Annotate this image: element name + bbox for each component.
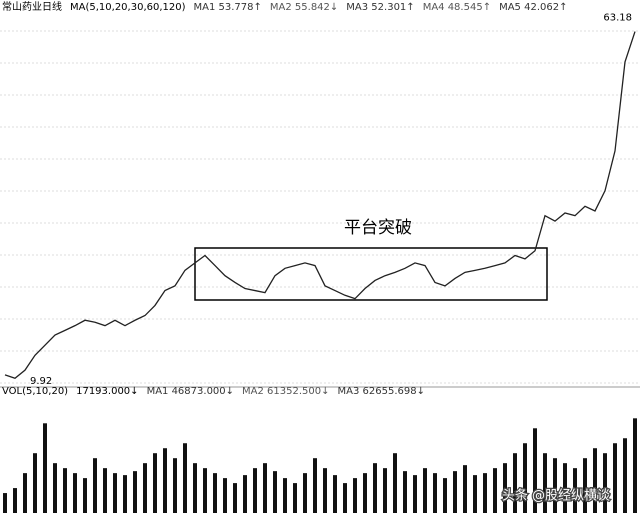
volume-bar (453, 471, 457, 513)
header-item: VOL(5,10,20) (2, 386, 68, 397)
volume-bar (173, 458, 177, 513)
volume-bar (213, 473, 217, 513)
volume-bar (503, 463, 507, 513)
header-item: MA4 48.545↑ (423, 2, 491, 13)
volume-bar (293, 483, 297, 513)
volume-bar (113, 473, 117, 513)
volume-bar (183, 443, 187, 513)
volume-bar (523, 443, 527, 513)
volume-bar (153, 453, 157, 513)
header-item: MA1 53.778↑ (194, 2, 262, 13)
header-item: MA5 42.062↑ (499, 2, 567, 13)
volume-bar (443, 478, 447, 513)
volume-bar (363, 473, 367, 513)
header-item: MA1 46873.000↓ (147, 386, 234, 397)
volume-bar (463, 465, 467, 513)
volume-bar (403, 471, 407, 513)
volume-bar (623, 438, 627, 513)
low-label: 9.92 (30, 376, 52, 387)
volume-bar (633, 418, 637, 513)
volume-bar (133, 471, 137, 513)
price-panel (0, 14, 640, 386)
volume-bar (533, 428, 537, 513)
volume-bar (383, 468, 387, 513)
volume-bar (53, 463, 57, 513)
high-label: 63.18 (603, 13, 632, 24)
watermark: 头条 @股经纵横谈 (502, 488, 610, 504)
volume-bar (343, 483, 347, 513)
volume-bar (43, 423, 47, 513)
volume-bar (333, 475, 337, 513)
header-item: 常山药业日线 (2, 0, 62, 13)
volume-bar (23, 473, 27, 513)
volume-bar (223, 478, 227, 513)
header-item: 17193.000↓ (76, 386, 138, 397)
volume-bar (543, 453, 547, 513)
volume-bar (283, 478, 287, 513)
annotation: 平台突破 (344, 218, 412, 238)
volume-bar (373, 463, 377, 513)
volume-bar (553, 458, 557, 513)
volume-bar (583, 458, 587, 513)
volume-bar (413, 475, 417, 513)
volume-bar (143, 463, 147, 513)
volume-bar (513, 453, 517, 513)
volume-bar (93, 458, 97, 513)
header-item: MA3 52.301↑ (346, 2, 414, 13)
volume-bar (233, 483, 237, 513)
volume-bar (33, 453, 37, 513)
header-item: MA2 61352.500↓ (242, 386, 329, 397)
volume-bar (63, 468, 67, 513)
price-line (4, 31, 636, 379)
volume-bar (613, 443, 617, 513)
volume-bar (163, 448, 167, 513)
volume-bar (323, 468, 327, 513)
volume-bar (3, 493, 7, 513)
volume-bar (263, 463, 267, 513)
volume-bar (273, 471, 277, 513)
volume-bar (103, 468, 107, 513)
header-item: MA(5,10,20,30,60,120) (70, 2, 186, 13)
volume-bar (123, 475, 127, 513)
volume-bar (243, 475, 247, 513)
volume-bar (563, 463, 567, 513)
volume-bar (483, 473, 487, 513)
volume-bar (73, 473, 77, 513)
volume-bar (593, 448, 597, 513)
volume-bar (573, 468, 577, 513)
volume-bar (303, 473, 307, 513)
volume-bar (253, 468, 257, 513)
volume-bar (13, 488, 17, 513)
volume-bar (393, 453, 397, 513)
volume-bar (193, 463, 197, 513)
volume-bar (353, 478, 357, 513)
volume-bar (603, 453, 607, 513)
volume-bar (203, 468, 207, 513)
volume-bar (83, 478, 87, 513)
volume-bar (473, 475, 477, 513)
volume-bar (433, 473, 437, 513)
platform-box (194, 247, 548, 301)
header-item: MA3 62655.698↓ (338, 386, 425, 397)
header-item: MA2 55.842↓ (270, 2, 338, 13)
volume-bar (313, 458, 317, 513)
volume-bar (493, 468, 497, 513)
volume-bar (423, 468, 427, 513)
